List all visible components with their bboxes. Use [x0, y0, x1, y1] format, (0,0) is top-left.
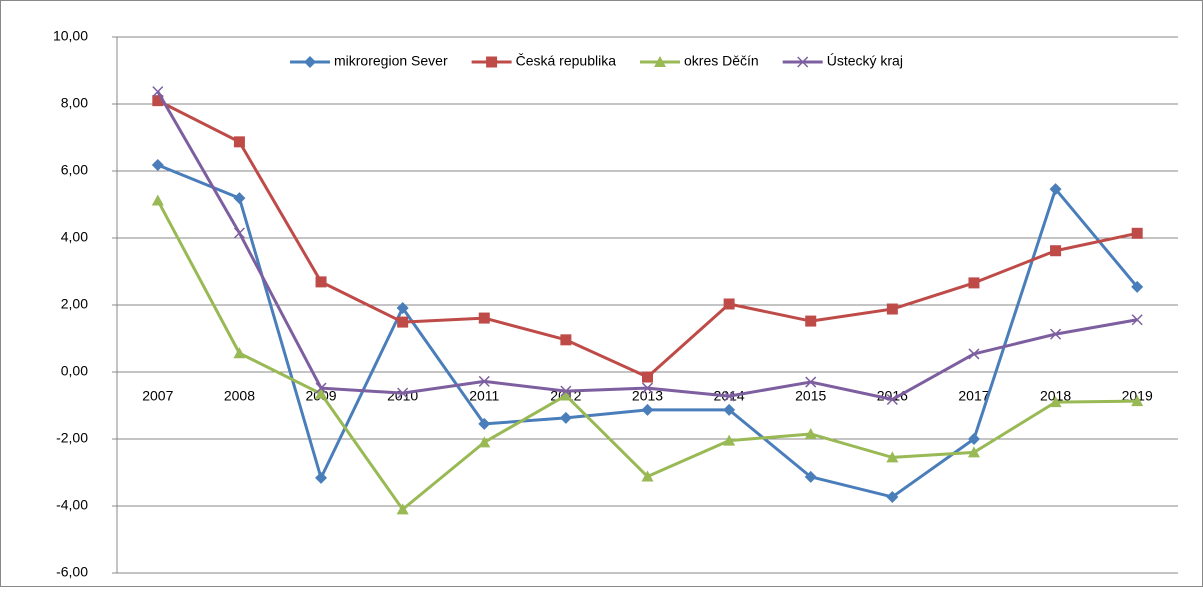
point	[723, 298, 735, 310]
y-tick-label: -4,00	[56, 497, 88, 513]
point	[1131, 314, 1143, 326]
point	[723, 403, 736, 416]
legend-marker	[304, 56, 316, 68]
point	[151, 158, 164, 171]
point	[1049, 396, 1062, 408]
legend-marker	[654, 56, 666, 67]
point	[641, 382, 654, 394]
point	[478, 436, 491, 448]
legend-label: Česká republika	[516, 53, 617, 69]
y-tick-label: 0,00	[61, 363, 88, 379]
point	[151, 194, 164, 206]
point	[152, 86, 164, 98]
point	[886, 451, 899, 463]
point	[1131, 395, 1144, 407]
point	[315, 471, 328, 484]
point	[478, 417, 491, 430]
point	[886, 303, 898, 315]
point	[396, 302, 409, 315]
x-tick-label: 2008	[224, 388, 255, 404]
legend-label: okres Děčín	[684, 53, 759, 69]
point	[886, 490, 899, 503]
point	[1050, 245, 1062, 257]
legend-label: Ústecký kraj	[827, 53, 903, 69]
y-tick-label: -6,00	[56, 564, 88, 580]
point	[1131, 227, 1143, 239]
legend-marker	[797, 56, 809, 68]
point	[641, 470, 654, 482]
point	[397, 387, 409, 399]
point	[723, 434, 736, 446]
point	[968, 277, 980, 289]
point	[315, 387, 328, 399]
point	[233, 227, 245, 239]
point	[805, 315, 817, 327]
point	[152, 95, 164, 107]
point	[396, 503, 409, 515]
point	[478, 312, 490, 324]
y-tick-label: 6,00	[61, 162, 88, 178]
point	[1050, 328, 1062, 340]
point	[804, 470, 817, 483]
point	[1131, 280, 1144, 293]
x-tick-label: 2016	[877, 388, 908, 404]
x-tick-label: 2015	[795, 388, 826, 404]
point	[886, 393, 898, 406]
point	[233, 192, 246, 205]
point	[478, 375, 490, 387]
point	[559, 389, 572, 401]
y-tick-label: 2,00	[61, 296, 88, 312]
x-tick-label: 2007	[142, 388, 173, 404]
point	[233, 136, 245, 148]
point	[397, 316, 409, 328]
point	[560, 334, 572, 346]
x-tick-label: 2018	[1040, 388, 1071, 404]
point	[642, 371, 653, 383]
point	[804, 427, 817, 439]
point	[723, 390, 735, 402]
point	[968, 348, 980, 360]
x-tick-label: 2013	[632, 388, 663, 404]
point	[641, 403, 654, 416]
point	[560, 385, 572, 397]
legend-label: mikroregion Sever	[334, 53, 448, 69]
x-tick-label: 2011	[469, 388, 499, 404]
point	[315, 382, 327, 394]
point	[967, 433, 980, 445]
point	[967, 446, 980, 458]
y-tick-label: 8,00	[61, 95, 88, 111]
point	[315, 276, 327, 288]
y-tick-label: 4,00	[61, 229, 88, 245]
legend-marker	[486, 56, 498, 68]
point	[233, 347, 246, 359]
y-tick-label: -2,00	[56, 430, 88, 446]
y-tick-label: 10,00	[53, 28, 88, 44]
point	[1049, 183, 1062, 196]
point	[559, 411, 572, 424]
point	[805, 376, 817, 388]
x-tick-label: 2017	[958, 388, 989, 404]
